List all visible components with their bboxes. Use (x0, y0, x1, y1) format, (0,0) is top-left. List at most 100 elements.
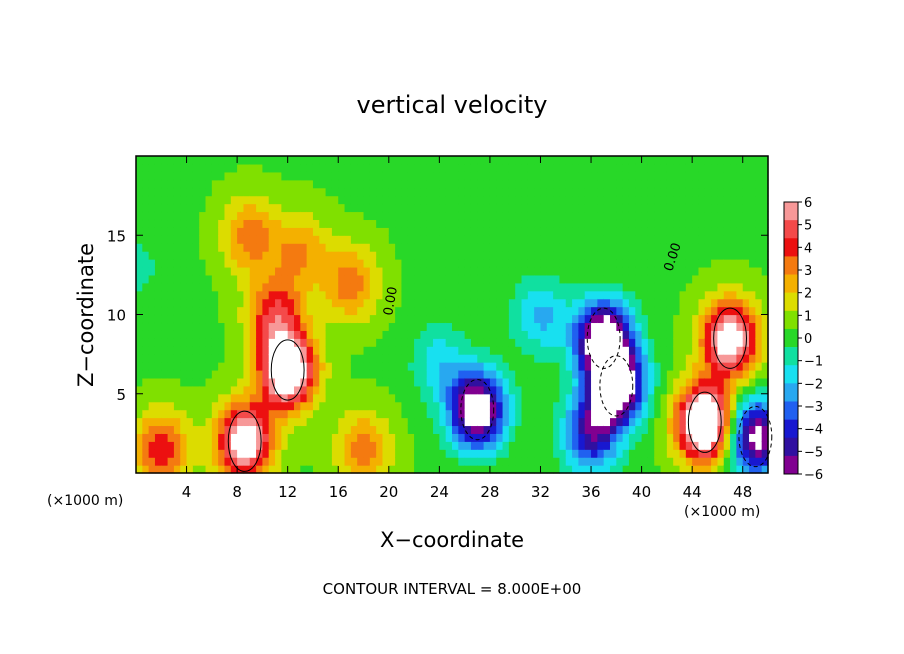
heatmap-cell (218, 401, 226, 411)
heatmap-cell (692, 385, 700, 395)
heatmap-cell (439, 211, 447, 221)
heatmap-cell (136, 362, 143, 371)
heatmap-cell (673, 330, 681, 339)
heatmap-cell (148, 163, 156, 173)
heatmap-cell (142, 465, 150, 474)
heatmap-cell (489, 449, 497, 458)
heatmap-cell (508, 251, 516, 260)
heatmap-cell (616, 465, 624, 474)
heatmap-cell (527, 187, 535, 197)
heatmap-cell (363, 306, 371, 316)
heatmap-cell (597, 306, 605, 316)
heatmap-cell (761, 290, 769, 300)
y-axis-label: Z−coordinate (74, 243, 98, 387)
heatmap-cell (464, 425, 472, 434)
heatmap-cell (534, 417, 542, 427)
heatmap-cell (136, 465, 143, 474)
heatmap-cell (154, 235, 162, 244)
heatmap-cell (616, 362, 624, 371)
heatmap-cell (249, 259, 257, 268)
heatmap-cell (199, 369, 207, 379)
heatmap-cell (527, 330, 535, 339)
heatmap-cell (496, 195, 504, 205)
heatmap-cell (218, 449, 226, 458)
heatmap-cell (199, 187, 207, 197)
heatmap-cell (211, 457, 219, 466)
heatmap-cell (641, 306, 649, 316)
heatmap-cell (711, 441, 719, 450)
heatmap-cell (458, 441, 466, 450)
heatmap-cell (692, 290, 700, 300)
heatmap-cell (439, 433, 447, 442)
heatmap-cell (641, 179, 649, 189)
heatmap-cell (331, 171, 339, 181)
heatmap-cell (180, 377, 188, 387)
heatmap-cell (654, 322, 662, 331)
heatmap-cell (711, 290, 719, 300)
heatmap-cell (357, 290, 365, 300)
heatmap-cell (401, 259, 409, 268)
heatmap-cell (477, 290, 485, 300)
heatmap-cell (647, 457, 655, 466)
heatmap-cell (376, 290, 384, 300)
heatmap-cell (610, 163, 617, 173)
heatmap-cell (287, 259, 295, 268)
heatmap-cell (628, 314, 636, 324)
heatmap-cell (369, 409, 377, 419)
heatmap-cell (692, 362, 700, 371)
heatmap-cell (515, 449, 523, 458)
heatmap-cell (199, 156, 207, 165)
heatmap-cell (591, 354, 598, 363)
heatmap-cell (357, 377, 365, 387)
heatmap-cell (376, 163, 384, 173)
heatmap-cell (603, 401, 611, 411)
heatmap-cell (521, 306, 529, 316)
heatmap-cell (641, 156, 649, 165)
heatmap-cell (464, 203, 472, 213)
heatmap-cell (243, 354, 251, 363)
heatmap-cell (256, 393, 263, 403)
heatmap-cell (414, 235, 421, 244)
heatmap-cell (426, 163, 434, 173)
heatmap-cell (704, 369, 712, 379)
heatmap-cell (723, 441, 731, 450)
heatmap-cell (376, 251, 384, 260)
heatmap-cell (211, 354, 219, 363)
heatmap-cell (673, 449, 681, 458)
heatmap-cell (464, 298, 472, 308)
heatmap-cell (300, 441, 308, 450)
heatmap-cell (477, 163, 485, 173)
heatmap-cell (439, 377, 447, 387)
heatmap-cell (249, 393, 257, 403)
heatmap-cell (161, 465, 169, 474)
heatmap-cell (407, 322, 415, 331)
heatmap-cell (654, 187, 662, 197)
heatmap-cell (477, 465, 485, 474)
heatmap-cell (395, 377, 403, 387)
heatmap-cell (148, 290, 156, 300)
heatmap-cell (192, 425, 200, 434)
heatmap-cell (281, 243, 289, 252)
heatmap-cell (502, 322, 510, 331)
heatmap-cell (508, 449, 516, 458)
heatmap-cell (218, 409, 226, 419)
heatmap-cell (489, 179, 497, 189)
heatmap-cell (736, 156, 744, 165)
heatmap-cell (723, 409, 731, 419)
heatmap-cell (287, 377, 295, 387)
heatmap-cell (262, 227, 270, 236)
heatmap-cell (357, 409, 365, 419)
heatmap-cell (761, 369, 769, 379)
heatmap-cell (477, 211, 485, 221)
heatmap-cell (205, 211, 213, 221)
heatmap-cell (761, 362, 769, 371)
heatmap-cell (148, 409, 156, 419)
heatmap-cell (357, 274, 365, 284)
heatmap-cell (199, 179, 207, 189)
heatmap-cell (256, 195, 263, 205)
heatmap-cell (173, 251, 181, 260)
heatmap-cell (281, 235, 289, 244)
heatmap-cell (578, 362, 586, 371)
heatmap-cell (559, 171, 567, 181)
heatmap-cell (142, 306, 150, 316)
